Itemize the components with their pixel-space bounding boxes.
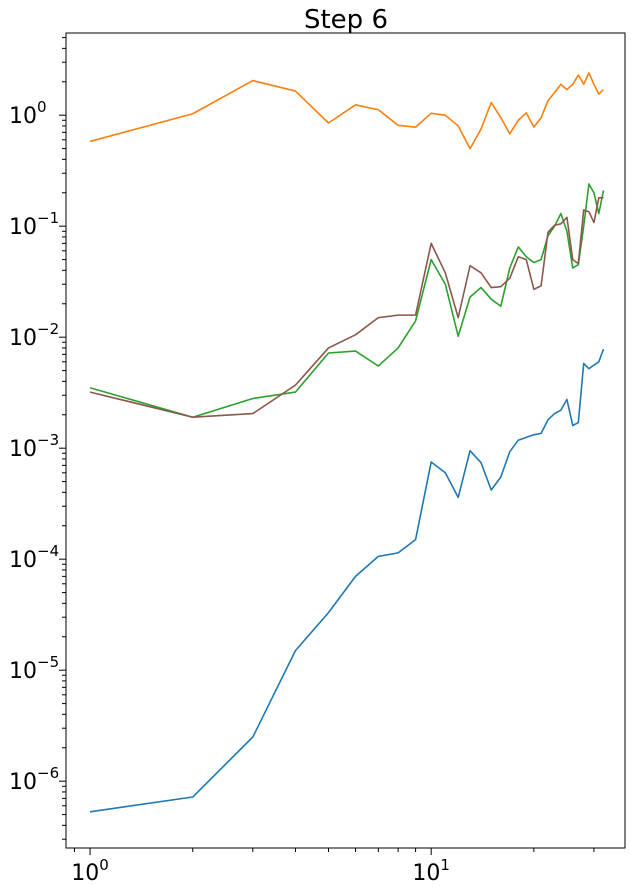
y-tick-label: 10−6 xyxy=(9,764,59,795)
series-line-4 xyxy=(89,197,604,419)
y-tick-exponent: −2 xyxy=(37,320,59,338)
plot-frame xyxy=(65,32,626,849)
y-tick-base: 10 xyxy=(9,215,37,240)
y-tick-base: 10 xyxy=(9,104,37,129)
x-tick-base: 10 xyxy=(71,861,99,886)
y-tick-label: 10−5 xyxy=(9,653,59,684)
x-tick-base: 10 xyxy=(412,861,440,886)
y-tick-label: 10−4 xyxy=(9,542,59,573)
y-tick-exponent: −6 xyxy=(37,764,59,782)
y-tick-base: 10 xyxy=(9,326,37,351)
y-tick-exponent: −5 xyxy=(37,653,59,671)
y-tick-base: 10 xyxy=(9,548,37,573)
series-line-1 xyxy=(89,348,605,813)
chart-title: Step 6 xyxy=(304,5,388,35)
series-line-3 xyxy=(89,183,605,419)
y-tick-label: 10−3 xyxy=(9,431,59,462)
y-tick-base: 10 xyxy=(9,659,37,684)
y-tick-exponent: −3 xyxy=(37,431,59,449)
y-tick-base: 10 xyxy=(9,437,37,462)
series-line-2 xyxy=(89,72,605,150)
y-tick-label: 10−1 xyxy=(9,209,59,240)
y-tick-exponent: 0 xyxy=(37,98,47,116)
y-tick-label: 10−2 xyxy=(9,320,59,351)
x-tick-exponent: 1 xyxy=(440,856,450,874)
x-tick-exponent: 0 xyxy=(99,856,109,874)
y-tick-base: 10 xyxy=(9,770,37,795)
x-tick-label: 101 xyxy=(412,856,450,886)
y-tick-exponent: −4 xyxy=(37,542,59,560)
y-tick-exponent: −1 xyxy=(37,209,59,227)
x-tick-label: 100 xyxy=(71,856,109,886)
plot-lines xyxy=(89,72,605,813)
y-tick-label: 100 xyxy=(9,98,47,129)
